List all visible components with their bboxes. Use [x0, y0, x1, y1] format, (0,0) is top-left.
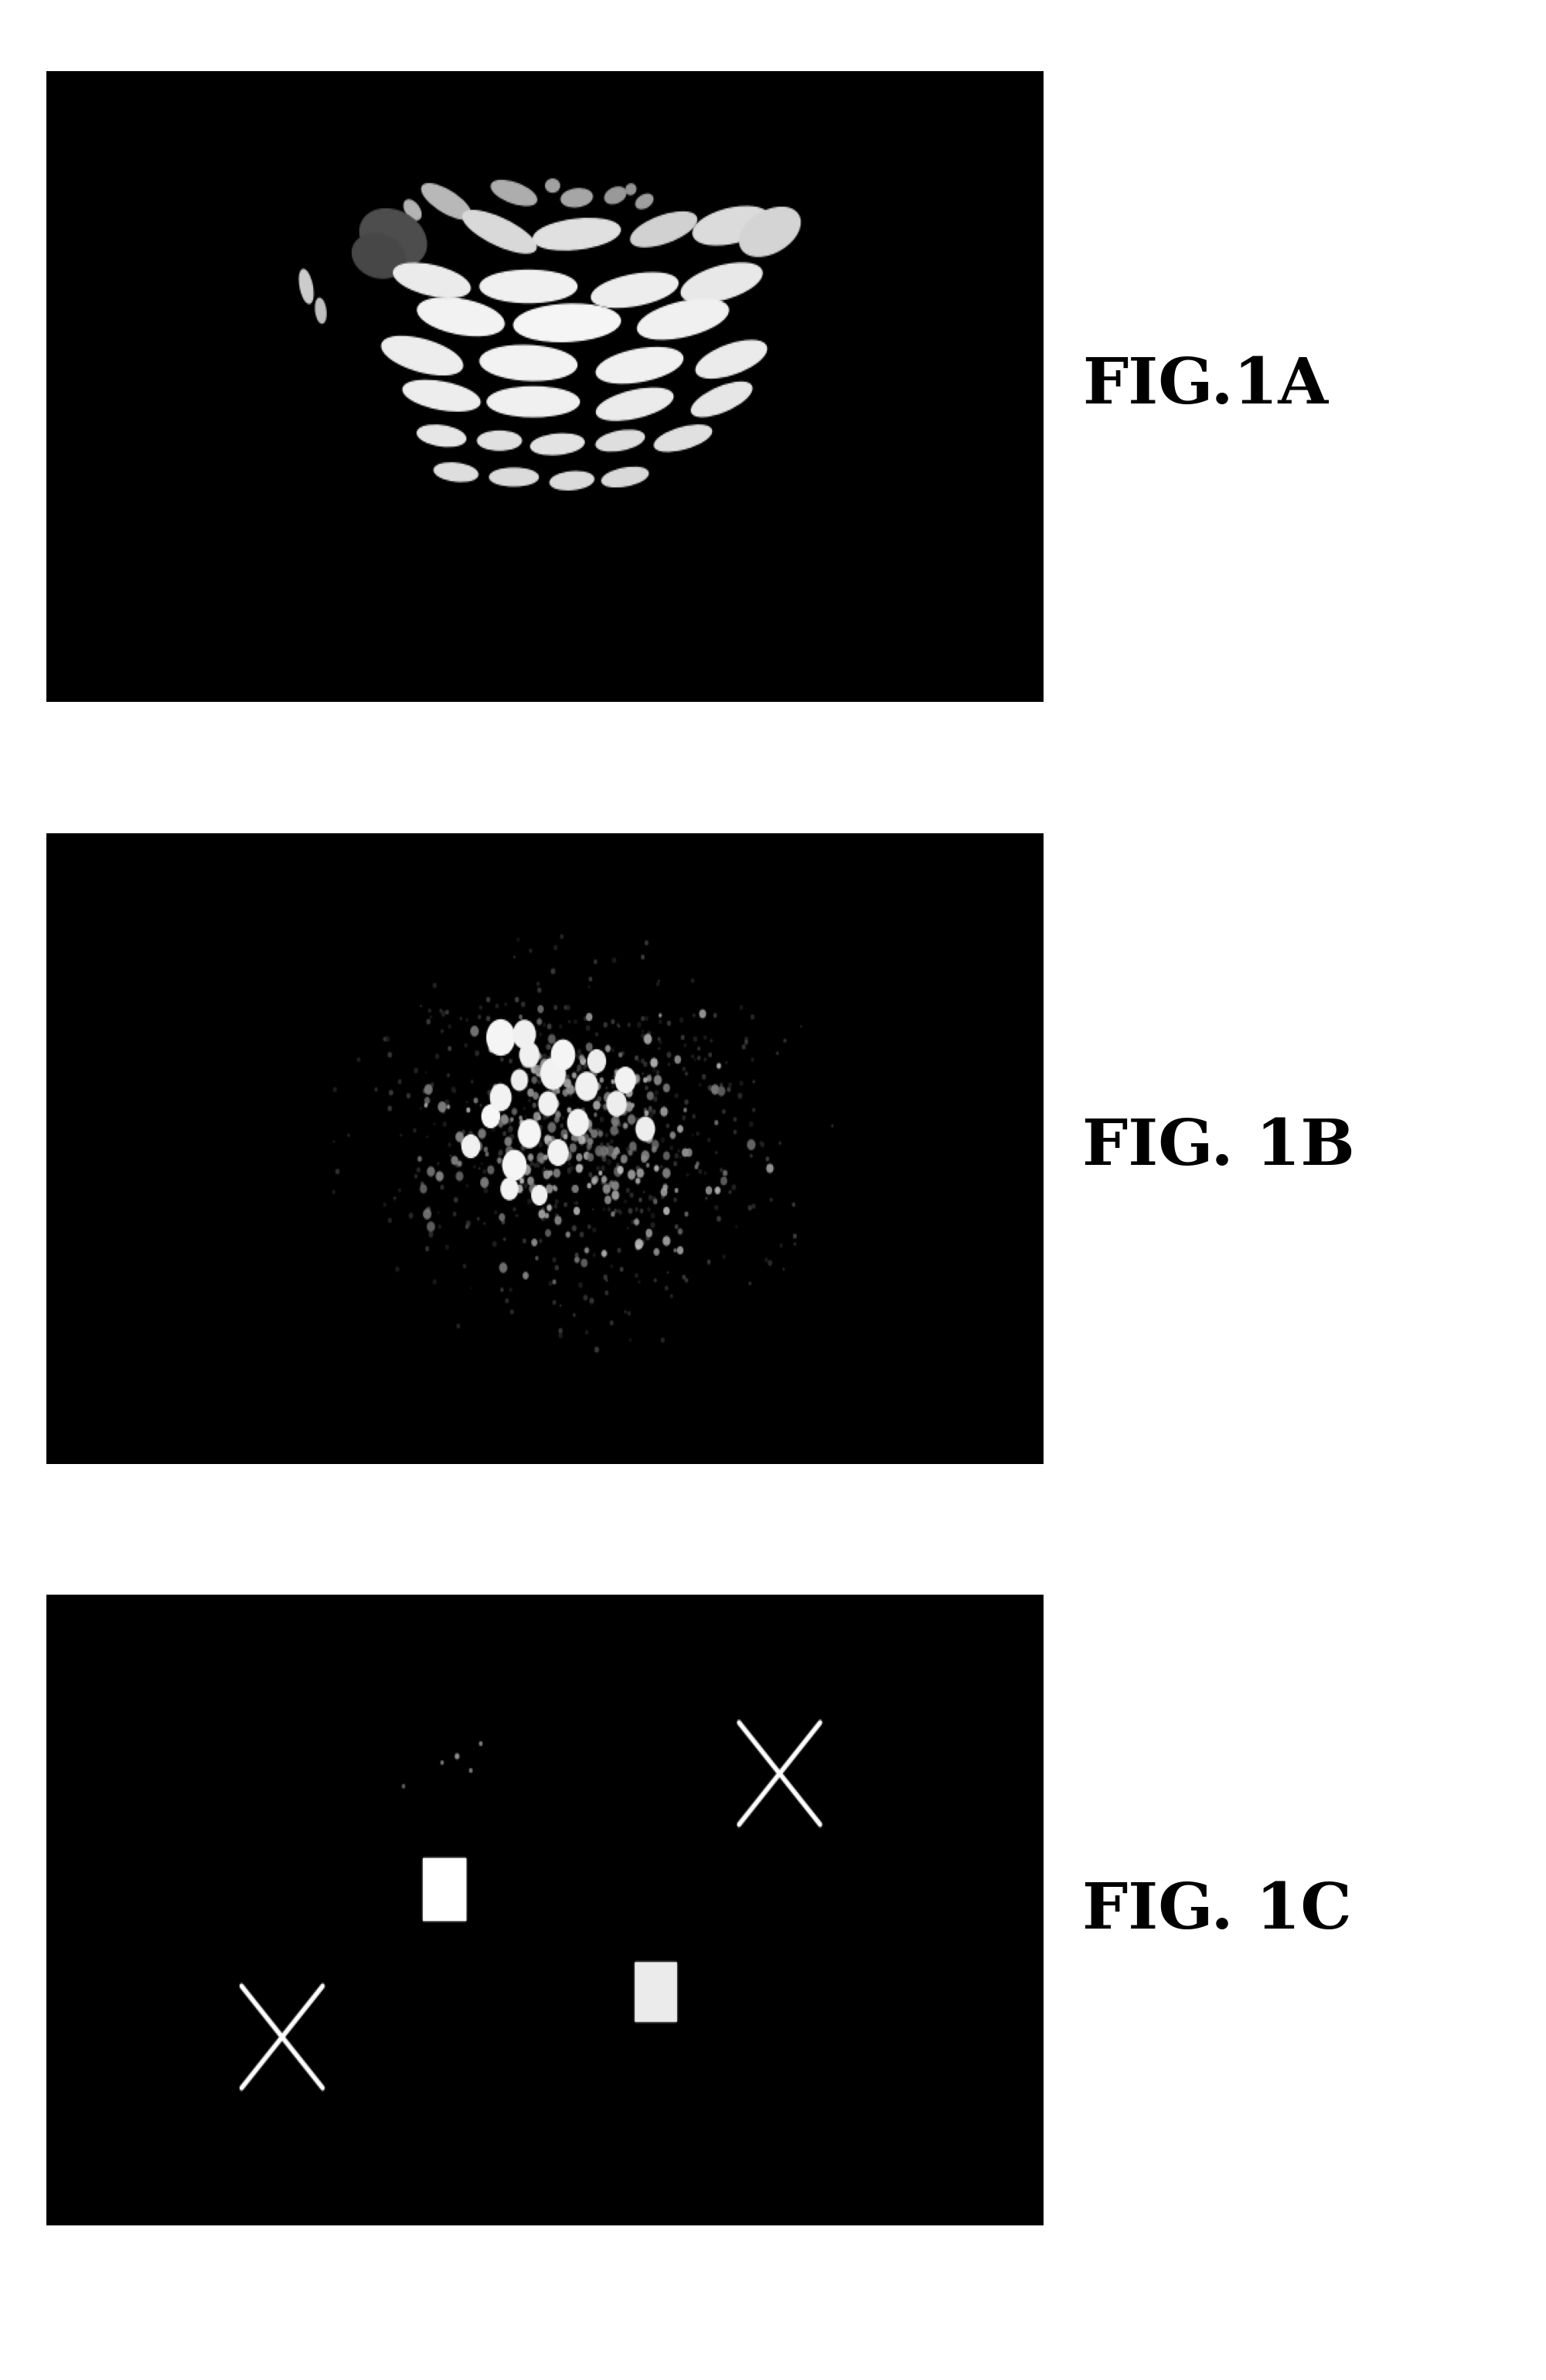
Text: FIG. 1B: FIG. 1B — [1082, 1116, 1354, 1178]
Text: FIG.1A: FIG.1A — [1082, 355, 1328, 416]
Text: FIG. 1C: FIG. 1C — [1082, 1880, 1351, 1942]
